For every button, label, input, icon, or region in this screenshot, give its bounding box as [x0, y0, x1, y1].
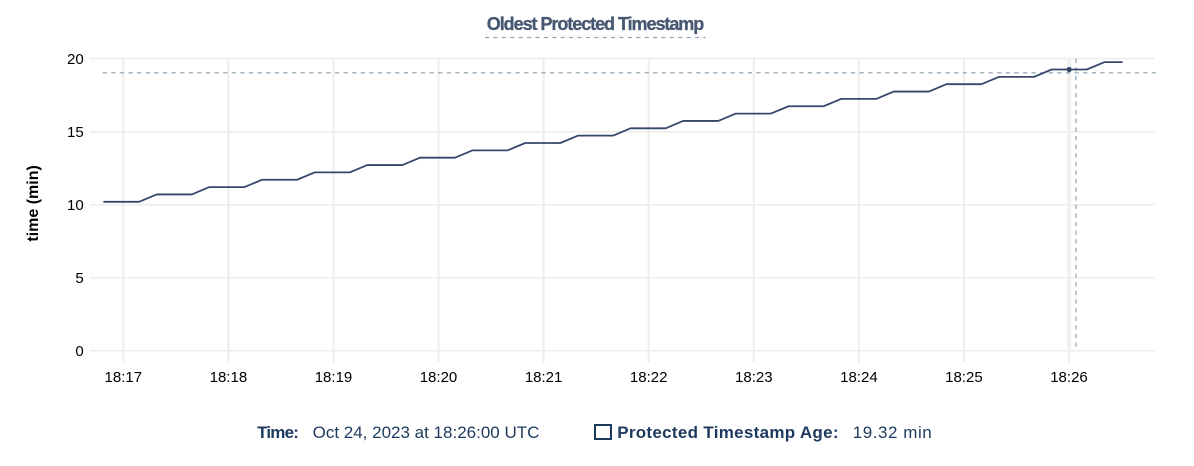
svg-text:18:22: 18:22: [630, 369, 668, 386]
svg-text:18:26: 18:26: [1050, 369, 1088, 386]
svg-text:18:17: 18:17: [105, 369, 143, 386]
svg-text:18:18: 18:18: [210, 369, 248, 386]
svg-text:18:21: 18:21: [525, 369, 563, 386]
svg-text:18:20: 18:20: [420, 369, 458, 386]
svg-text:0: 0: [75, 343, 83, 360]
svg-text:15: 15: [67, 124, 84, 141]
svg-text:18:23: 18:23: [735, 369, 773, 386]
svg-text:18:24: 18:24: [840, 369, 878, 386]
svg-text:18:19: 18:19: [315, 369, 353, 386]
svg-text:time (min): time (min): [25, 165, 42, 241]
svg-text:20: 20: [67, 51, 84, 68]
svg-text:10: 10: [67, 197, 84, 214]
svg-text:5: 5: [75, 270, 83, 287]
svg-text:18:25: 18:25: [945, 369, 983, 386]
